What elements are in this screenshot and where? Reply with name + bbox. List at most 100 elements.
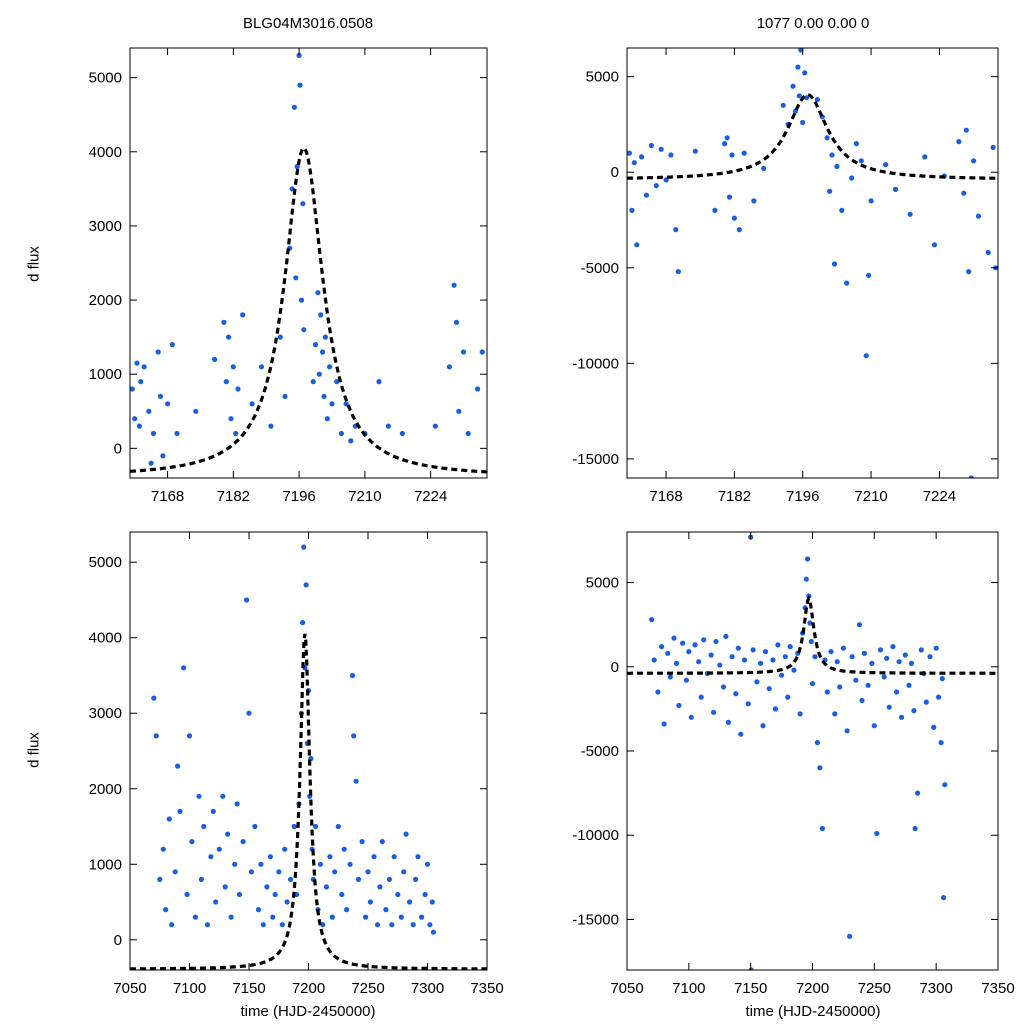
- data-point: [160, 453, 166, 459]
- data-point: [210, 808, 216, 815]
- data-point: [858, 158, 864, 164]
- y-tick-label: 2000: [89, 781, 122, 798]
- data-point: [226, 334, 232, 340]
- data-point: [720, 684, 727, 690]
- data-point: [795, 64, 801, 70]
- data-point: [648, 142, 655, 149]
- y-tick-label: 3000: [89, 705, 122, 722]
- data-point: [892, 186, 899, 192]
- data-point: [324, 416, 330, 422]
- data-point: [802, 70, 808, 76]
- data-point: [655, 689, 661, 695]
- data-point: [834, 163, 840, 170]
- data-point: [812, 654, 818, 660]
- data-point: [301, 327, 307, 333]
- data-point: [193, 408, 199, 414]
- data-point: [796, 93, 802, 99]
- data-point: [374, 922, 381, 928]
- data-point: [824, 689, 830, 695]
- data-point: [874, 830, 880, 837]
- data-point: [839, 207, 845, 213]
- data-point: [213, 899, 219, 905]
- data-point: [282, 393, 288, 399]
- data-point: [166, 816, 172, 822]
- data-point: [300, 201, 306, 207]
- data-point: [772, 706, 779, 712]
- y-tick-label: -15000: [572, 911, 619, 928]
- data-point: [138, 379, 144, 385]
- data-point: [692, 148, 698, 154]
- data-point: [667, 674, 673, 680]
- x-tick-label: 7050: [113, 980, 146, 997]
- data-point: [770, 657, 776, 663]
- data-point: [859, 697, 865, 704]
- data-point: [169, 342, 175, 348]
- data-point: [298, 297, 305, 303]
- data-point: [748, 967, 754, 970]
- data-point: [736, 227, 742, 233]
- data-point: [907, 211, 913, 217]
- data-point: [270, 914, 276, 920]
- data-point: [902, 652, 908, 658]
- data-point: [686, 649, 692, 655]
- data-point: [729, 152, 735, 158]
- data-point: [296, 52, 302, 59]
- data-point: [429, 899, 435, 905]
- data-point: [847, 933, 853, 939]
- data-point: [413, 876, 419, 883]
- data-point: [415, 854, 421, 860]
- y-tick-label: 1000: [89, 856, 122, 873]
- data-point: [456, 408, 462, 414]
- data-point: [649, 617, 655, 623]
- data-point: [800, 119, 806, 126]
- data-point: [803, 576, 809, 582]
- data-point: [233, 430, 239, 437]
- data-point: [303, 582, 309, 588]
- x-tick-label: 7200: [796, 980, 829, 997]
- data-point: [204, 922, 210, 928]
- data-point: [228, 416, 234, 422]
- data-point: [386, 876, 392, 883]
- x-tick-label: 7224: [923, 488, 956, 505]
- x-tick-label: 7196: [786, 488, 819, 505]
- chart-panel-zoom-top-right: -15000 -10000 -5000 0 5000 7168 7182 7196 7210 72…: [572, 47, 999, 505]
- data-point: [174, 430, 180, 437]
- x-tick-label: 7210: [854, 488, 887, 505]
- data-point: [923, 699, 929, 705]
- data-point: [240, 312, 246, 318]
- data-point: [376, 379, 382, 385]
- data-point: [725, 719, 732, 726]
- data-point: [198, 876, 204, 883]
- data-point: [379, 839, 385, 845]
- data-point: [377, 884, 383, 890]
- y-tick-label: 1000: [89, 366, 122, 383]
- data-point: [186, 733, 193, 739]
- data-point: [398, 914, 404, 920]
- data-point: [385, 423, 391, 429]
- data-point: [196, 793, 202, 799]
- x-tick-label: 7168: [151, 488, 184, 505]
- data-point: [201, 823, 207, 830]
- data-point: [831, 261, 838, 267]
- data-point: [775, 642, 781, 648]
- data-point: [808, 638, 814, 645]
- data-point: [222, 884, 228, 890]
- data-point: [297, 82, 303, 88]
- data-point: [395, 891, 401, 898]
- data-points: [627, 48, 998, 478]
- data-point: [240, 839, 246, 845]
- data-point: [939, 676, 945, 682]
- data-point: [894, 689, 900, 695]
- data-point: [712, 207, 718, 213]
- chart-panel-full-bottom-right: -15000 -10000 -5000 0 5000 7050 7100 7150 7200 72…: [572, 531, 1015, 997]
- data-points: [130, 52, 485, 466]
- data-point: [177, 808, 183, 815]
- data-point: [221, 319, 227, 325]
- chart-title-left: BLG04M3016.0508: [242, 15, 374, 32]
- data-point: [383, 907, 389, 913]
- data-point: [688, 714, 694, 720]
- chart-title-right: 1077 0.00 0.00 0: [756, 15, 870, 32]
- data-point: [403, 831, 409, 837]
- data-point: [232, 861, 238, 867]
- data-point: [234, 801, 240, 807]
